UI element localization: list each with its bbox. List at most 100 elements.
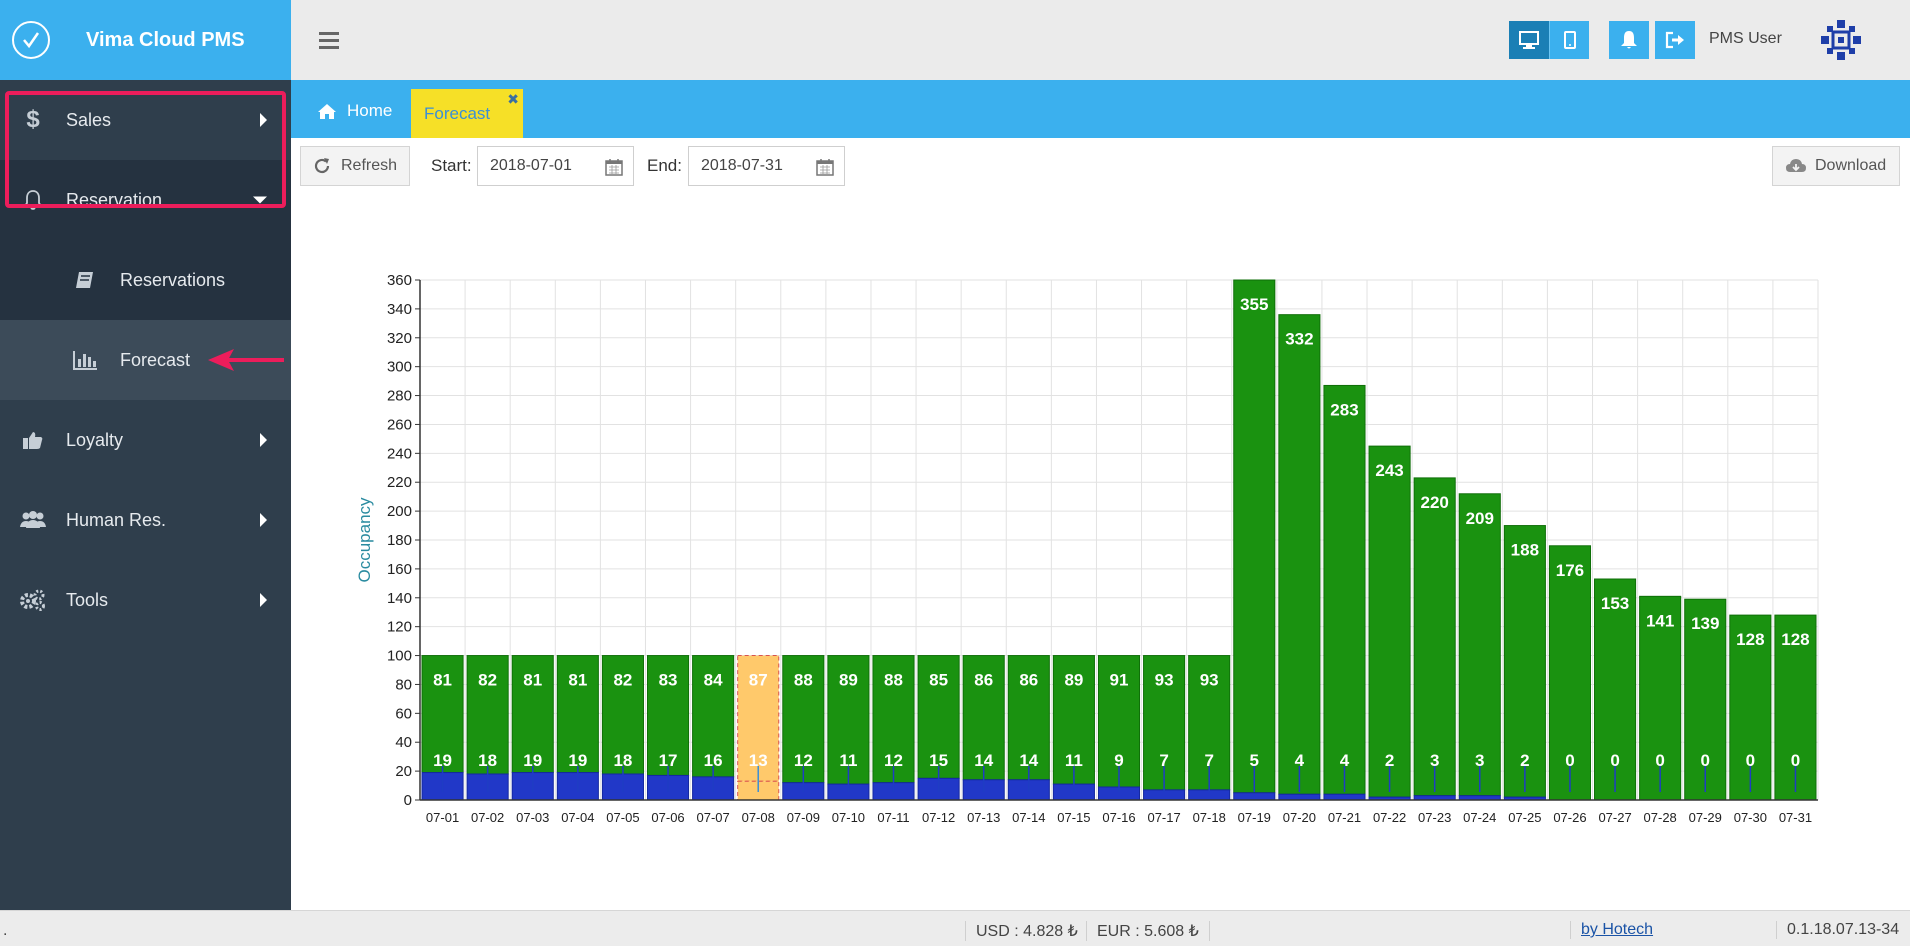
forecast-toolbar: Refresh Start: 2018-07-01 End: 2018-07-3… [291,138,1910,192]
y-tick-label: 240 [387,445,412,462]
bar-value-label: 0 [1791,751,1800,770]
bar-value-label: 13 [749,751,768,770]
cloud-download-icon [1786,159,1806,172]
avatar[interactable] [1819,18,1863,62]
tab-bar: Home Forecast ✖ [291,80,1910,138]
bar-value-label: 87 [749,671,768,690]
x-tick-label: 07-13 [967,810,1000,825]
bar-value-label: 14 [974,751,993,770]
bar-value-label: 141 [1646,611,1674,630]
chevron-right-icon [260,513,267,527]
bar-value-label: 91 [1110,671,1129,690]
chevron-down-icon [253,196,267,204]
bar-upper [1052,655,1095,785]
bar-value-label: 81 [568,671,587,690]
x-tick-label: 07-25 [1508,810,1541,825]
chevron-right-icon [260,113,267,127]
x-tick-label: 07-21 [1328,810,1361,825]
tab-forecast[interactable]: Forecast ✖ [411,89,523,138]
sidebar-subitem-reservations[interactable]: Reservations [0,240,291,320]
download-button[interactable]: Download [1772,146,1900,186]
tab-forecast-label: Forecast [424,103,491,123]
bar-upper [601,655,644,775]
vendor-link[interactable]: by Hotech [1581,921,1654,938]
logout-button[interactable] [1655,21,1695,59]
sidebar-item-label: Sales [66,109,112,130]
sidebar-item-reservation[interactable]: Reservation [0,160,291,240]
gears-icon [18,589,48,611]
bar-value-label: 283 [1330,400,1358,419]
calendar-icon[interactable] [605,158,623,176]
bar-upper [1503,525,1546,798]
x-tick-label: 07-30 [1734,810,1767,825]
y-tick-label: 300 [387,359,412,376]
bar-upper [1548,545,1592,801]
bar-value-label: 7 [1204,751,1213,770]
bar-value-label: 17 [659,751,678,770]
chevron-right-icon [260,433,267,447]
usd-rate: USD : 4.828 ₺ [965,921,1078,941]
end-label: End: [647,156,682,175]
bell-icon [18,189,48,211]
bar-upper [511,655,554,774]
start-date-input[interactable]: 2018-07-01 [477,146,634,186]
calendar-icon[interactable] [816,158,834,176]
x-tick-label: 07-16 [1102,810,1135,825]
sidebar-item-label: Tools [66,589,109,610]
sidebar-item-label: Forecast [120,349,191,370]
bar-value-label: 19 [433,751,452,770]
y-tick-label: 80 [395,676,412,693]
bar-value-label: 7 [1159,751,1168,770]
brand-header[interactable]: Vima Cloud PMS [0,0,291,80]
sidebar-item-sales[interactable]: $ Sales [0,80,291,160]
chevron-right-icon [260,593,267,607]
bar-value-label: 86 [974,671,993,690]
user-name[interactable]: PMS User [1709,30,1782,47]
bar-upper [646,655,690,776]
y-tick-label: 320 [387,330,412,347]
x-tick-label: 07-11 [877,810,909,825]
y-tick-label: 120 [387,619,412,636]
bar-value-label: 128 [1736,630,1764,649]
x-tick-label: 07-10 [832,810,865,825]
bar-value-label: 19 [523,751,542,770]
y-tick-label: 40 [395,734,412,751]
sidebar-item-loyalty[interactable]: Loyalty [0,400,291,480]
bar-value-label: 9 [1114,751,1123,770]
x-tick-label: 07-05 [606,810,639,825]
refresh-button[interactable]: Refresh [300,146,410,186]
sidebar: Vima Cloud PMS $ Sales Reservation Reser… [0,0,291,910]
sidebar-item-human-res[interactable]: Human Res. [0,480,291,560]
bar-value-label: 209 [1466,509,1494,528]
bar-value-label: 0 [1701,751,1710,770]
bar-chart-icon [70,349,100,371]
bar-value-label: 0 [1610,751,1619,770]
close-tab-icon[interactable]: ✖ [507,91,519,107]
sidebar-item-tools[interactable]: Tools [0,560,291,640]
bar-lower [1278,793,1321,801]
y-tick-label: 140 [387,590,412,607]
bar-value-label: 3 [1430,751,1439,770]
notifications-button[interactable] [1609,21,1649,59]
users-icon [18,510,48,530]
mobile-view-button[interactable] [1549,21,1589,59]
end-date-input[interactable]: 2018-07-31 [688,146,845,186]
x-tick-label: 07-09 [787,810,820,825]
annotation-arrow-icon [208,349,284,371]
tab-home[interactable]: Home [317,101,392,121]
checkmark-logo-icon [12,21,50,59]
x-tick-label: 07-22 [1373,810,1406,825]
bell-icon [1621,31,1637,49]
dollar-icon: $ [26,106,40,133]
bar-value-label: 355 [1240,295,1268,314]
x-tick-label: 07-03 [516,810,549,825]
bar-value-label: 81 [433,671,452,690]
occupancy-chart: 0 20 40 60 80 100 120 140 160 180 200 220 240 260 280 3… [340,262,1840,847]
bar-value-label: 82 [613,671,632,690]
bar-value-label: 332 [1285,330,1313,349]
hamburger-menu-icon[interactable] [319,32,339,53]
status-dot: . [3,922,8,939]
desktop-view-button[interactable] [1509,21,1549,59]
y-axis-label: Occupancy [355,497,374,583]
desktop-icon [1519,31,1539,49]
